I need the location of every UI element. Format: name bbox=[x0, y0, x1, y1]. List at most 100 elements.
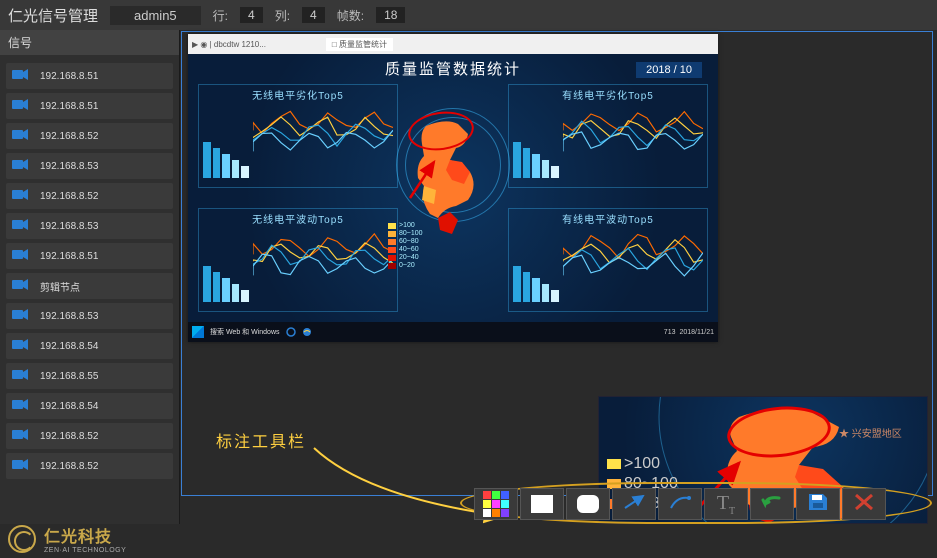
camera-icon bbox=[12, 397, 40, 415]
camera-icon bbox=[12, 367, 40, 385]
cols-label: 列: bbox=[275, 7, 290, 24]
camera-icon bbox=[12, 307, 40, 325]
tool-palette-button[interactable] bbox=[474, 488, 518, 520]
panel-tl-title: 无线电平劣化Top5 bbox=[199, 85, 397, 104]
tool-save-button[interactable] bbox=[796, 488, 840, 520]
browser-tab: □ 质量监管统计 bbox=[326, 38, 393, 51]
legend-swatch bbox=[388, 247, 396, 253]
legend-swatch bbox=[388, 231, 396, 237]
camera-icon bbox=[12, 217, 40, 235]
sidebar-item-label: 192.168.8.54 bbox=[40, 401, 98, 412]
annotation-label: 标注工具栏 bbox=[216, 428, 306, 452]
panel-bl-chart bbox=[199, 228, 397, 304]
legend-swatch bbox=[388, 255, 396, 261]
tool-text-button[interactable]: TT bbox=[704, 488, 748, 520]
round-rect-icon bbox=[577, 495, 599, 513]
camera-icon bbox=[12, 247, 40, 265]
sidebar-list: 192.168.8.51 192.168.8.51 192.168.8.52 192.… bbox=[0, 55, 179, 491]
fps-label: 帧数: bbox=[337, 7, 364, 24]
legend-swatch bbox=[388, 239, 396, 245]
rows-value: 4 bbox=[240, 7, 263, 23]
ie-icon[interactable] bbox=[302, 327, 312, 337]
edge-icon[interactable] bbox=[286, 327, 296, 337]
tool-round-rect-button[interactable] bbox=[566, 488, 610, 520]
arrow-icon bbox=[621, 492, 647, 517]
camera-icon bbox=[12, 457, 40, 475]
camera-icon bbox=[12, 187, 40, 205]
app-title: 仁光信号管理 bbox=[8, 5, 98, 26]
legend-swatch bbox=[607, 459, 621, 469]
sidebar-item-label: 192.168.8.52 bbox=[40, 461, 98, 472]
logo-icon bbox=[8, 525, 36, 553]
sidebar-item-label: 192.168.8.53 bbox=[40, 221, 98, 232]
tool-brush-button[interactable] bbox=[658, 488, 702, 520]
rows-label: 行: bbox=[213, 7, 228, 24]
line-chart-icon bbox=[253, 230, 393, 302]
panel-tr-chart bbox=[509, 104, 707, 180]
sidebar-item[interactable]: 192.168.8.52 bbox=[6, 423, 173, 449]
legend-text: 60~80 bbox=[399, 238, 419, 245]
panel-br-chart bbox=[509, 228, 707, 304]
sidebar-item-label: 192.168.8.51 bbox=[40, 251, 98, 262]
fps-value: 18 bbox=[376, 7, 405, 23]
annotation-arrow-icon bbox=[404, 154, 444, 204]
svg-text:★ 兴安盟地区: ★ 兴安盟地区 bbox=[839, 427, 902, 440]
legend-text: 40~60 bbox=[399, 246, 419, 253]
panel-tr: 有线电平劣化Top5 bbox=[508, 84, 708, 188]
undo-icon bbox=[759, 492, 785, 517]
sidebar-item[interactable]: 192.168.8.54 bbox=[6, 393, 173, 419]
legend-text: 80~100 bbox=[399, 230, 423, 237]
sidebar-item[interactable]: 剪辑节点 bbox=[6, 273, 173, 299]
sidebar-item[interactable]: 192.168.8.54 bbox=[6, 333, 173, 359]
line-chart-icon bbox=[563, 230, 703, 302]
tool-rect-button[interactable] bbox=[520, 488, 564, 520]
topbar: 仁光信号管理 admin5 行: 4 列: 4 帧数: 18 bbox=[0, 0, 937, 30]
dashboard-body: 质量监管数据统计 2018 / 10 无线电平劣化Top5 有线电平劣化Top5 bbox=[188, 54, 718, 322]
sidebar-item[interactable]: 192.168.8.53 bbox=[6, 213, 173, 239]
sidebar-item[interactable]: 192.168.8.55 bbox=[6, 363, 173, 389]
sidebar-item[interactable]: 192.168.8.53 bbox=[6, 303, 173, 329]
tool-undo-button[interactable] bbox=[750, 488, 794, 520]
sidebar-item-label: 192.168.8.52 bbox=[40, 191, 98, 202]
sidebar-item-label: 192.168.8.53 bbox=[40, 161, 98, 172]
sidebar-item[interactable]: 192.168.8.51 bbox=[6, 63, 173, 89]
sidebar: 信号 192.168.8.51192.168.8.51192.168.8.521… bbox=[0, 30, 180, 524]
dashboard-window[interactable]: ▶ ◉ | dbcdtw 1210... □ 质量监管统计 质量监管数据统计 2… bbox=[188, 34, 718, 342]
panel-tl: 无线电平劣化Top5 bbox=[198, 84, 398, 188]
browser-chrome: ▶ ◉ | dbcdtw 1210... □ 质量监管统计 bbox=[188, 34, 718, 54]
map-legend: >10080~10060~8040~6020~400~20 bbox=[388, 222, 423, 270]
legend-text: 0~20 bbox=[399, 262, 415, 269]
legend-swatch bbox=[388, 263, 396, 269]
taskbar-search[interactable]: 搜索 Web 和 Windows bbox=[210, 327, 280, 337]
line-chart-icon bbox=[563, 106, 703, 178]
windows-start-icon[interactable] bbox=[192, 326, 204, 338]
camera-icon bbox=[12, 427, 40, 445]
sidebar-item[interactable]: 192.168.8.53 bbox=[6, 153, 173, 179]
sidebar-item-label: 192.168.8.55 bbox=[40, 371, 98, 382]
panel-br: 有线电平波动Top5 bbox=[508, 208, 708, 312]
camera-icon bbox=[12, 157, 40, 175]
sidebar-item-label: 192.168.8.51 bbox=[40, 71, 98, 82]
camera-icon bbox=[12, 67, 40, 85]
sidebar-item[interactable]: 192.168.8.52 bbox=[6, 183, 173, 209]
panel-tr-title: 有线电平劣化Top5 bbox=[509, 85, 707, 104]
sidebar-item[interactable]: 192.168.8.51 bbox=[6, 243, 173, 269]
tool-close-button[interactable] bbox=[842, 488, 886, 520]
cols-value: 4 bbox=[302, 7, 325, 23]
save-icon bbox=[807, 492, 829, 517]
text-icon: TT bbox=[717, 492, 735, 517]
rect-icon bbox=[531, 495, 553, 513]
close-icon bbox=[853, 492, 875, 517]
sidebar-item[interactable]: 192.168.8.52 bbox=[6, 123, 173, 149]
camera-icon bbox=[12, 337, 40, 355]
sidebar-item-label: 剪辑节点 bbox=[40, 279, 80, 294]
sidebar-item[interactable]: 192.168.8.51 bbox=[6, 93, 173, 119]
tool-arrow-button[interactable] bbox=[612, 488, 656, 520]
content-area: ▶ ◉ | dbcdtw 1210... □ 质量监管统计 质量监管数据统计 2… bbox=[180, 30, 937, 524]
panel-tl-chart bbox=[199, 104, 397, 180]
brand-en: ZEN·AI TECHNOLOGY bbox=[44, 547, 126, 554]
camera-icon bbox=[12, 277, 40, 295]
brush-icon bbox=[667, 492, 693, 517]
sidebar-header: 信号 bbox=[0, 30, 179, 55]
sidebar-item[interactable]: 192.168.8.52 bbox=[6, 453, 173, 479]
